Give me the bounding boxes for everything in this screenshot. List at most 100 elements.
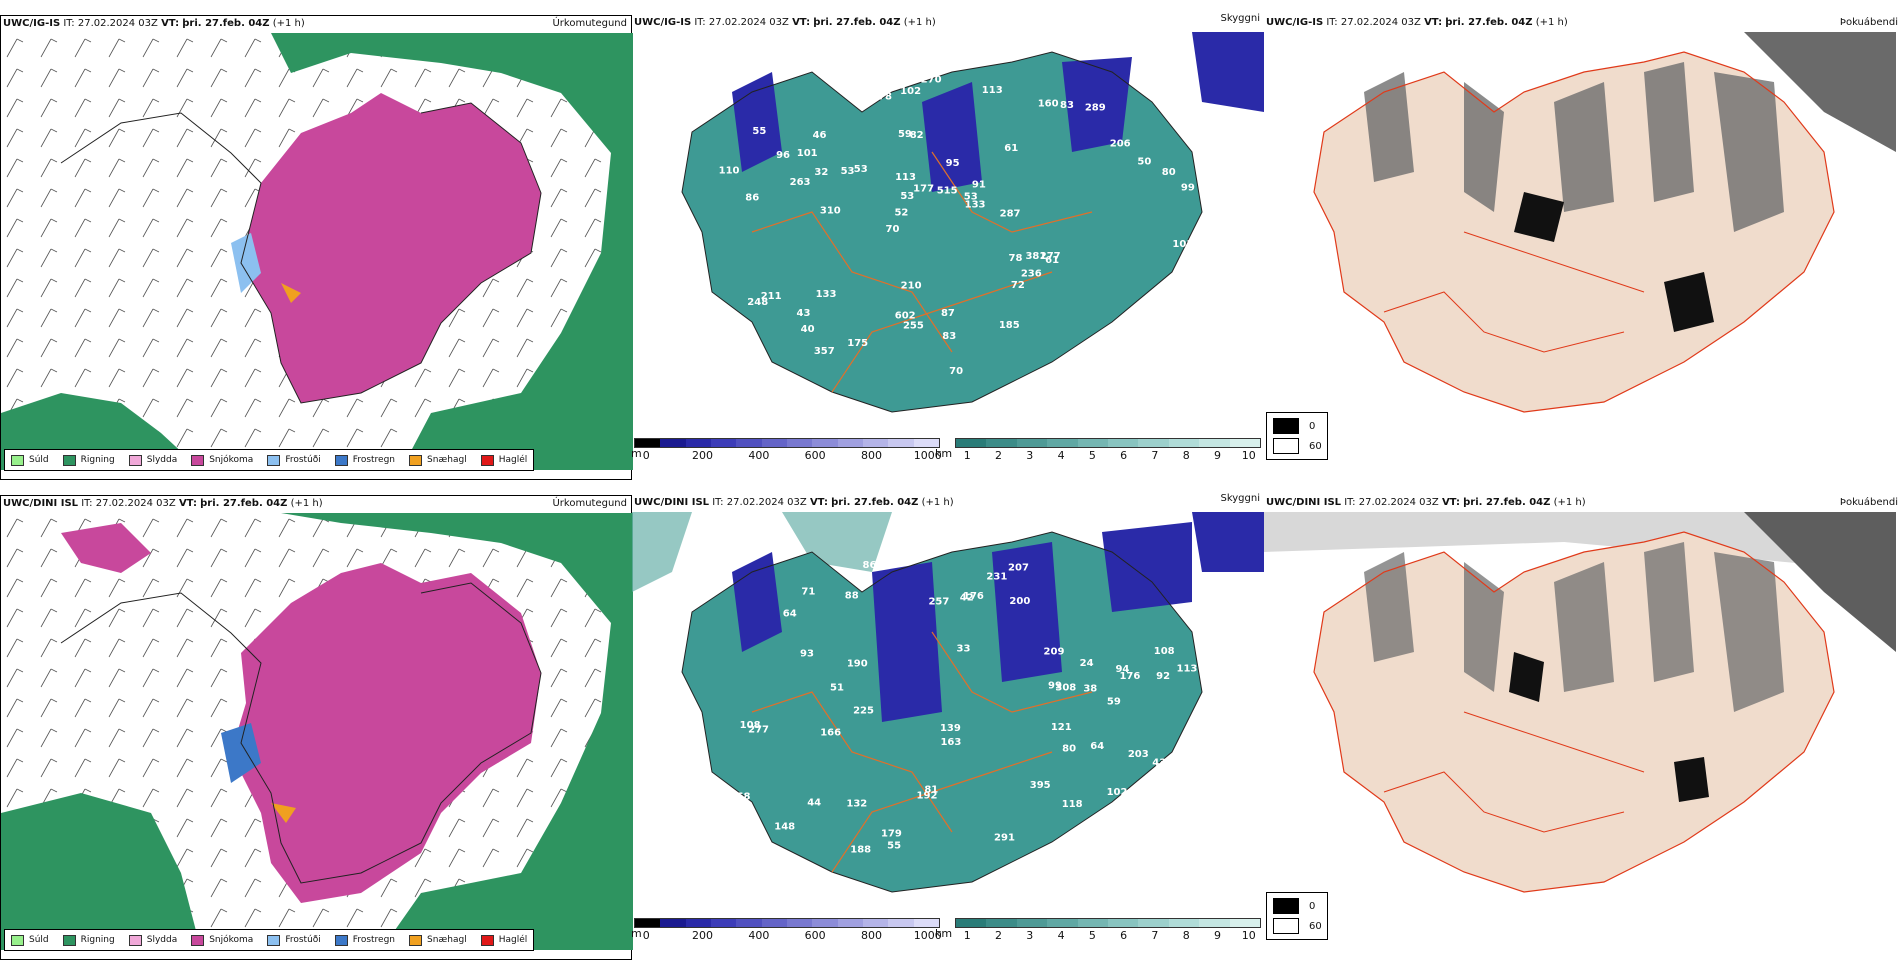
it-value: 27.02.2024 03Z [77,18,158,29]
it-label: IT: [63,18,75,29]
colorbar-segment [685,919,711,927]
precip-map-svg [1,513,633,950]
legend-label: Frostregn [352,935,396,945]
fog-legend-swatch [1273,418,1299,434]
visibility-value: 50 [1137,156,1151,167]
legend-item-freezing-drizzle: Frostúði [267,454,321,466]
visibility-value: 190 [847,658,868,669]
legend-label: Snæhagl [427,455,467,465]
legend-swatch [11,934,24,946]
fog-legend-label: 0 [1309,420,1316,432]
visibility-value: 55 [752,126,766,137]
visibility-value: 209 [1044,646,1065,657]
visibility-value: 176 [1119,671,1140,682]
legend-swatch [11,454,24,466]
colorbar-segment [888,439,914,447]
coastline [1313,531,1835,893]
visibility-value: 163 [940,737,961,748]
visibility-value: 121 [1051,722,1072,733]
vt-label: VT: [161,18,180,29]
colorbar-tick-label: 400 [748,449,770,462]
visibility-value: 86 [863,560,877,571]
visibility-value: 113 [982,85,1003,96]
colorbar-tick-label: 9 [1213,929,1221,942]
colorbar-segment [862,919,889,927]
low-visibility-area [732,32,1264,192]
colorbar-tick-label: 5 [1088,449,1096,462]
legend-swatch [62,454,76,466]
colorbar-tick-label: 1 [963,449,971,462]
visibility-value: 51 [830,683,844,694]
elevation-bar [634,438,940,448]
rain-area [1,793,201,950]
km-unit: km [935,927,953,940]
lead-time: (+1 h) [272,18,305,29]
legend-item-drizzle: Súld [11,934,49,946]
colorbar-segment [1168,439,1200,447]
legend-label: Súld [29,935,49,945]
snow-pellet-area [281,283,301,303]
coastline [681,51,1203,413]
colorbar-segment [837,919,863,927]
fog-offshore [1744,512,1896,652]
visibility-value: 231 [986,571,1007,582]
visibility-value: 395 [1030,780,1051,791]
visibility-value: 263 [790,177,811,188]
colorbar-segment [812,919,838,927]
fog-panel-1: UWC/IG-IS IT: 27.02.2024 03Z VT: þri. 27… [1264,15,1900,480]
visibility-value: 93 [800,648,814,659]
visibility-value: 308 [1055,682,1076,693]
visibility-panel-2: UWC/DINI ISL IT: 27.02.2024 03Z VT: þri.… [631,493,1264,960]
visibility-value: 64 [1090,741,1104,752]
legend-item-drizzle: Súld [11,454,49,466]
snow-area [231,563,541,903]
legend-swatch [334,934,348,946]
visibility-value: 236 [1124,317,1145,328]
coastline [681,531,1203,893]
lead-time: (+1 h) [290,498,323,509]
colorbar-segment [913,439,939,447]
visibility-value: 55 [887,840,901,851]
visibility-value: 289 [1085,103,1106,114]
colorbar-tick-label: 9 [1213,449,1221,462]
visibility-value: 602 [895,311,916,322]
visibility-value: 207 [1008,562,1029,573]
visibility-value: 86 [745,192,759,203]
visibility-value: 185 [999,320,1020,331]
precip-legend: Súld Rigning Slydda Snjókoma Frostúði Fr… [4,929,535,951]
km-ticks: 1 2 3 4 5 6 7 8 9 10 [955,448,1261,462]
colorbar-segment [1138,919,1169,927]
colorbar-segment [956,919,987,927]
it-value: 27.02.2024 03Z [708,17,789,28]
visibility-value: 83 [942,331,956,342]
legend-item-snow: Snjókoma [191,454,253,466]
visibility-value: 148 [774,822,795,833]
model-name: UWC/IG-IS [3,18,61,29]
coastline [60,582,542,884]
visibility-value: 118 [1062,799,1083,810]
visibility-value: 101 [797,148,818,159]
panel-title: Úrkomutegund [552,498,627,509]
colorbar-tick-label: 600 [804,449,826,462]
colorbar-segment [1108,439,1139,447]
visibility-value: 81 [924,785,938,796]
colorbar-tick-label: 6 [1120,449,1128,462]
colorbar-segment [913,919,939,927]
legend-item-freezing-drizzle: Frostúði [267,934,321,946]
colorbar-tick-label: 4 [1057,929,1065,942]
legend-swatch [191,454,205,466]
coastline [60,102,542,404]
colorbar-tick-label: 10 [1241,449,1256,462]
panel-title: Þokuábendi [1839,497,1898,508]
lead-time: (+1 h) [1535,17,1568,28]
roads [751,631,1093,873]
colorbar-tick-label: 7 [1151,929,1159,942]
model-name: UWC/DINI ISL [634,497,710,508]
snow-pellet-area [271,803,296,823]
visibility-value: 61 [1045,255,1059,266]
roads [1383,711,1645,833]
colorbar-segment [635,919,661,927]
visibility-value: 206 [1110,138,1131,149]
fog-legend-swatch [1273,898,1299,914]
precip-legend: Súld Rigning Slydda Snjókoma Frostúði Fr… [4,449,535,471]
